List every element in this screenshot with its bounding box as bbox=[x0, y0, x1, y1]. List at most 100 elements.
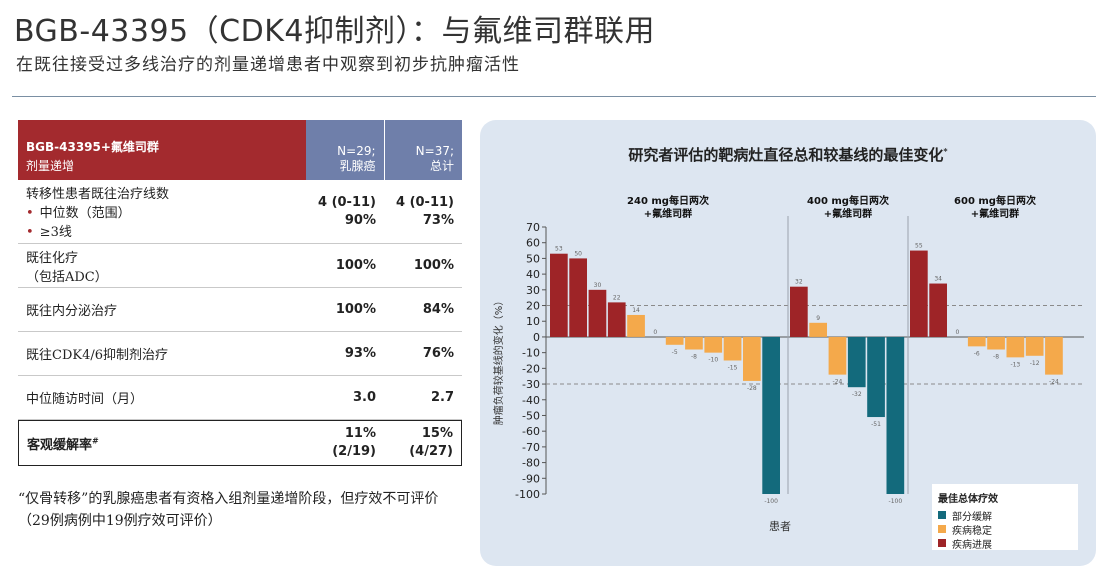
cell-value: 100% bbox=[413, 257, 454, 273]
y-tick-label: -80 bbox=[522, 457, 540, 470]
header-col-breast: N=29; 乳腺癌 bbox=[306, 120, 384, 180]
waterfall-bar bbox=[929, 283, 947, 337]
bar-value-label: -32 bbox=[852, 391, 862, 398]
y-tick-label: -10 bbox=[522, 347, 540, 360]
bar-value-label: 34 bbox=[934, 276, 942, 283]
y-tick-label: -100 bbox=[515, 488, 540, 501]
bar-value-label: 55 bbox=[915, 243, 923, 250]
chart-panel: 研究者评估的靶病灶直径总和较基线的最佳变化* 70 60 50 40 30 20 10 0 -1… bbox=[480, 120, 1096, 566]
footnote-mark: # bbox=[92, 435, 99, 446]
bar-value-label: 50 bbox=[574, 250, 582, 257]
row-label: 中位随访时间（月） bbox=[26, 392, 144, 407]
group-label: +氟维司群 bbox=[971, 207, 1019, 220]
row-label: 既往内分泌治疗 bbox=[26, 304, 118, 319]
footnote-text: “仅骨转移”的乳腺癌患者有资格入组剂量递增阶段，但疗效不可评价 （29例病例中1… bbox=[18, 491, 439, 529]
y-tick-label: 20 bbox=[526, 300, 540, 313]
cell-value: 90% bbox=[344, 212, 376, 228]
bar-value-label: -8 bbox=[691, 354, 697, 361]
waterfall-bar bbox=[723, 336, 742, 361]
bar-value-label: -100 bbox=[764, 498, 778, 505]
waterfall-bar bbox=[886, 336, 905, 494]
row-label: 既往化疗 bbox=[26, 250, 79, 266]
header-divider bbox=[12, 96, 1096, 97]
header-col-total-n: N=37; bbox=[415, 144, 454, 158]
bar-value-label: -6 bbox=[974, 350, 980, 357]
y-tick-label: -90 bbox=[522, 472, 540, 485]
bar-value-label: 14 bbox=[632, 307, 640, 314]
y-tick-label: 60 bbox=[526, 237, 540, 250]
waterfall-bar bbox=[569, 258, 587, 337]
waterfall-bar bbox=[809, 322, 827, 337]
cell-value: (4/27) bbox=[409, 444, 453, 459]
y-tick-label: -40 bbox=[522, 394, 540, 407]
bar-value-label: -51 bbox=[871, 421, 881, 428]
chart-title: 研究者评估的靶病灶直径总和较基线的最佳变化* bbox=[628, 146, 948, 164]
row-sublabel: （包括ADC） bbox=[26, 269, 108, 285]
waterfall-bar bbox=[685, 336, 703, 350]
y-tick-label: -20 bbox=[522, 362, 540, 375]
table-row: 既往内分泌治疗 100% 84% bbox=[18, 288, 462, 332]
cell-value: 4 (0-11) bbox=[396, 194, 454, 210]
bar-value-label: -28 bbox=[747, 385, 757, 392]
bar-value-label: -5 bbox=[672, 349, 678, 356]
table-row-orr: 客观缓解率# 11% (2/19) 15% (4/27) bbox=[18, 420, 462, 466]
bar-value-label: 30 bbox=[594, 282, 602, 289]
waterfall-bar bbox=[1006, 336, 1025, 358]
waterfall-bar bbox=[665, 336, 684, 345]
table-row: 中位随访时间（月） 3.0 2.7 bbox=[18, 376, 462, 420]
waterfall-bar bbox=[828, 336, 847, 375]
bar-value-label: -24 bbox=[1049, 379, 1059, 386]
row-sublabel: 中位数（范围） bbox=[39, 206, 131, 221]
y-tick-label: -70 bbox=[522, 441, 540, 454]
bar-value-label: 32 bbox=[795, 279, 803, 286]
bar-value-label: -10 bbox=[708, 357, 718, 364]
legend-swatch bbox=[938, 539, 946, 547]
bar-value-label: -13 bbox=[1010, 361, 1020, 368]
table-header-label: BGB-43395+氟维司群 剂量递增 bbox=[18, 120, 306, 180]
y-tick-label: 40 bbox=[526, 268, 540, 281]
cell-value: 15% bbox=[421, 426, 453, 441]
bar-value-label: -12 bbox=[1030, 360, 1040, 367]
bar-value-label: -100 bbox=[889, 498, 903, 505]
waterfall-bar bbox=[790, 286, 808, 337]
header-phase: 剂量递增 bbox=[26, 159, 75, 173]
cell-value: 73% bbox=[422, 212, 454, 228]
page-title: BGB-43395（CDK4抑制剂）：与氟维司群联用 bbox=[14, 14, 655, 49]
waterfall-bar bbox=[743, 336, 761, 381]
waterfall-bar bbox=[867, 336, 885, 418]
legend-swatch bbox=[938, 525, 946, 533]
group-label: 600 mg每日两次 bbox=[954, 194, 1036, 207]
waterfall-bar bbox=[910, 250, 928, 337]
bullet-icon: • bbox=[26, 206, 34, 221]
header-col-total-label: 总计 bbox=[429, 159, 454, 173]
group-label: +氟维司群 bbox=[824, 207, 872, 220]
bar-value-label: 22 bbox=[613, 294, 621, 301]
cell-value: 11% bbox=[344, 426, 376, 441]
waterfall-bar bbox=[550, 253, 568, 337]
header-col-breast-label: 乳腺癌 bbox=[339, 159, 376, 173]
waterfall-bar bbox=[762, 336, 780, 494]
waterfall-bar bbox=[967, 336, 986, 347]
table-row: 转移性患者既往治疗线数 • 中位数（范围） • ≥3线 4 (0-11) 90% 4… bbox=[18, 180, 462, 244]
page-subtitle: 在既往接受过多线治疗的剂量递增患者中观察到初步抗肿瘤活性 bbox=[16, 55, 520, 75]
group-label: 400 mg每日两次 bbox=[807, 194, 889, 207]
x-axis-label: 患者 bbox=[769, 520, 791, 533]
bar-value-label: 53 bbox=[555, 246, 563, 253]
chart-legend: 最佳总体疗效 部分缓解 疾病稳定 疾病进展 bbox=[932, 484, 1078, 551]
cell-value: 93% bbox=[344, 345, 376, 361]
waterfall-chart: 706050403020100-10-20-30-40-50-60-70-80-… bbox=[492, 194, 1084, 533]
y-tick-label: -50 bbox=[522, 409, 540, 422]
bar-value-label: 0 bbox=[653, 329, 657, 336]
row-label: 转移性患者既往治疗线数 bbox=[26, 187, 170, 202]
y-tick-label: 0 bbox=[533, 331, 540, 344]
y-tick-label: 10 bbox=[526, 315, 540, 328]
bar-value-label: -24 bbox=[833, 379, 843, 386]
cell-value: 100% bbox=[335, 301, 376, 317]
cell-value: 76% bbox=[422, 345, 454, 361]
waterfall-bar bbox=[847, 336, 866, 388]
bullet-icon: • bbox=[26, 225, 34, 240]
table-header: BGB-43395+氟维司群 剂量递增 N=29; 乳腺癌 N=37; 总计 bbox=[18, 120, 462, 180]
cell-value: 100% bbox=[335, 257, 376, 273]
row-sublabel: ≥3线 bbox=[39, 225, 72, 240]
y-tick-label: 70 bbox=[526, 221, 540, 234]
